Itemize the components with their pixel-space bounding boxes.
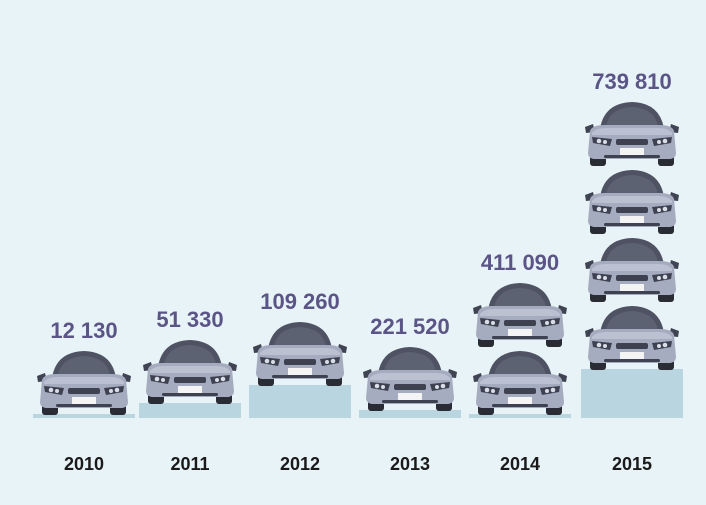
value-label: 411 090 xyxy=(481,250,559,275)
car-icon xyxy=(363,347,457,411)
car-icon xyxy=(473,283,567,347)
bar-2013: 221 520 2013 xyxy=(359,314,461,474)
bar-2011: 51 330 2011 xyxy=(139,307,241,474)
category-label: 2012 xyxy=(280,454,320,474)
car-icon xyxy=(585,170,679,234)
bar-2010: 12 130 2010 xyxy=(33,318,135,474)
category-label: 2011 xyxy=(170,454,209,474)
car-icon xyxy=(585,102,679,166)
car-icon xyxy=(37,351,131,415)
base-block xyxy=(139,403,241,418)
value-label: 109 260 xyxy=(260,289,340,314)
bar-2014: 411 090 2014 xyxy=(469,250,571,474)
car-icon xyxy=(473,351,567,415)
base-block xyxy=(469,414,571,418)
base-block xyxy=(359,410,461,418)
base-block xyxy=(33,414,135,418)
value-label: 51 330 xyxy=(156,307,223,332)
bar-2015: 739 810 2015 xyxy=(581,69,683,474)
value-label: 12 130 xyxy=(50,318,117,343)
car-icon xyxy=(585,306,679,370)
category-label: 2010 xyxy=(64,454,104,474)
value-label: 739 810 xyxy=(592,69,672,94)
car-icon xyxy=(253,322,347,386)
car-icon xyxy=(585,238,679,302)
bar-2012: 109 260 2012 xyxy=(249,289,351,474)
category-label: 2015 xyxy=(612,454,652,474)
category-label: 2014 xyxy=(500,454,540,474)
base-block xyxy=(249,385,351,418)
value-label: 221 520 xyxy=(370,314,450,339)
car-icon xyxy=(143,340,237,404)
category-label: 2013 xyxy=(390,454,430,474)
base-block xyxy=(581,369,683,418)
